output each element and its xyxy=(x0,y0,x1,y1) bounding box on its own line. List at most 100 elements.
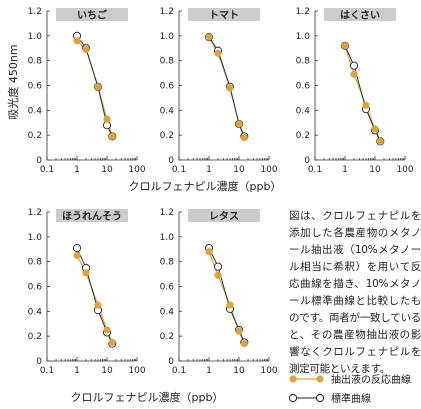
y-tick-label: 0 xyxy=(36,357,42,367)
point-extract xyxy=(235,327,243,335)
panel-title: トマト xyxy=(209,10,239,22)
point-extract xyxy=(108,338,116,346)
axes xyxy=(46,212,137,362)
point-extract xyxy=(205,33,213,41)
x-tick-label: 10 xyxy=(233,165,245,175)
y-tick-label: 1.2 xyxy=(160,208,174,218)
point-extract xyxy=(82,269,90,277)
panel-title-bar xyxy=(56,8,128,21)
x-axis-label-bottom: クロルフェナピル濃度（ppb） xyxy=(71,390,224,404)
point-extract xyxy=(240,340,248,348)
y-tick-label: 0.6 xyxy=(160,283,175,293)
y-tick-label: 0.4 xyxy=(28,307,43,317)
x-tick-label: 1 xyxy=(206,366,212,376)
axes xyxy=(178,11,269,161)
x-tick-label: 1 xyxy=(74,165,80,175)
y-tick-label: 0.2 xyxy=(160,131,174,141)
y-tick-label: 1.2 xyxy=(28,7,42,17)
point-extract xyxy=(108,132,116,141)
point-extract xyxy=(73,251,81,260)
y-tick-label: 1.2 xyxy=(160,7,174,17)
y-tick-label: 0.8 xyxy=(160,258,175,268)
y-tick-label: 0.2 xyxy=(296,131,310,141)
point-standard xyxy=(102,121,112,130)
panel-title: はくさい xyxy=(340,10,380,22)
x-tick-label: 10 xyxy=(233,366,245,376)
x-tick-label: 100 xyxy=(396,165,413,175)
y-axis-label: 吸光度 450nm xyxy=(6,44,20,119)
y-tick-label: 0 xyxy=(304,156,310,166)
y-tick-label: 1.0 xyxy=(296,32,311,42)
legend-standard-label: 標準曲線 xyxy=(331,392,371,405)
point-extract xyxy=(226,84,234,92)
y-tick-label: 0 xyxy=(168,156,174,166)
point-standard xyxy=(349,61,359,70)
panel-title-bar xyxy=(188,209,260,222)
x-axis-label-top: クロルフェナピル濃度（ppb） xyxy=(129,179,282,193)
x-tick-label: 0.1 xyxy=(40,366,54,376)
legend-extract: 抽出液の反応曲線 xyxy=(289,373,411,386)
point-extract xyxy=(103,326,111,334)
y-tick-label: 1.2 xyxy=(28,208,42,218)
y-tick-label: 0.6 xyxy=(28,283,43,293)
description-note: 図は、クロルフェナピルを添加した各農産物のメタノール抽出液（10%メタノール相当… xyxy=(289,210,421,375)
legend-extract-label: 抽出液の反応曲線 xyxy=(331,373,411,386)
x-tick-label: 0.1 xyxy=(172,366,186,376)
y-tick-label: 0.2 xyxy=(160,332,174,342)
axes xyxy=(46,11,137,161)
point-extract xyxy=(82,45,90,54)
point-extract xyxy=(214,49,222,57)
x-tick-label: 100 xyxy=(260,165,277,175)
panel-3: はくさい 0 0.2 0.4 0.6 0.8 1.0 1.2 0.1 1 10 100 xyxy=(296,7,414,175)
y-tick-label: 0.2 xyxy=(28,131,42,141)
point-extract xyxy=(94,83,102,91)
y-tick-label: 1.0 xyxy=(28,233,43,243)
x-tick-label: 100 xyxy=(260,366,277,376)
axes xyxy=(314,11,405,161)
point-extract xyxy=(350,70,358,78)
panel-title-bar xyxy=(324,8,396,21)
y-tick-label: 0.8 xyxy=(28,57,43,67)
point-extract xyxy=(214,271,222,279)
x-tick-label: 100 xyxy=(128,165,145,175)
y-tick-label: 1.0 xyxy=(28,32,43,42)
y-tick-label: 0 xyxy=(168,357,174,367)
x-tick-label: 1 xyxy=(342,165,348,175)
y-tick-label: 0.6 xyxy=(160,82,175,92)
x-tick-label: 100 xyxy=(128,366,145,376)
y-tick-label: 0.2 xyxy=(28,332,42,342)
point-extract xyxy=(235,120,243,128)
y-tick-label: 0.6 xyxy=(28,82,43,92)
point-extract xyxy=(341,42,349,50)
panel-title: レタス xyxy=(209,211,239,223)
y-tick-label: 0.8 xyxy=(28,258,43,268)
legend-standard: 標準曲線 xyxy=(288,392,371,405)
y-tick-label: 1.0 xyxy=(160,233,175,243)
point-extract xyxy=(205,248,213,256)
point-standard xyxy=(213,262,223,271)
x-tick-label: 0.1 xyxy=(308,165,322,175)
panel-4: ほうれんそう 0 0.2 0.4 0.6 0.8 1.0 1.2 0.1 1 10 100 xyxy=(28,208,146,376)
y-tick-label: 0.4 xyxy=(160,307,175,317)
point-extract xyxy=(73,37,81,45)
y-tick-label: 1.0 xyxy=(160,32,175,42)
x-tick-label: 10 xyxy=(369,165,381,175)
y-tick-label: 0.4 xyxy=(28,106,43,116)
panel-title: ほうれんそう xyxy=(62,211,122,223)
x-tick-label: 10 xyxy=(101,165,113,175)
y-tick-label: 0.8 xyxy=(296,57,311,67)
x-tick-label: 1 xyxy=(206,165,212,175)
point-extract xyxy=(362,101,370,109)
x-tick-label: 0.1 xyxy=(172,165,186,175)
x-tick-label: 0.1 xyxy=(40,165,54,175)
point-standard xyxy=(72,243,82,253)
point-extract xyxy=(240,134,248,142)
x-tick-label: 1 xyxy=(74,366,80,376)
panel-title-bar xyxy=(188,8,260,21)
legend: 抽出液の反応曲線 標準曲線 xyxy=(288,373,411,405)
y-tick-label: 0 xyxy=(36,156,42,166)
panel-title: いちご xyxy=(77,9,108,22)
point-extract xyxy=(103,115,111,123)
y-tick-label: 0.4 xyxy=(296,106,311,116)
